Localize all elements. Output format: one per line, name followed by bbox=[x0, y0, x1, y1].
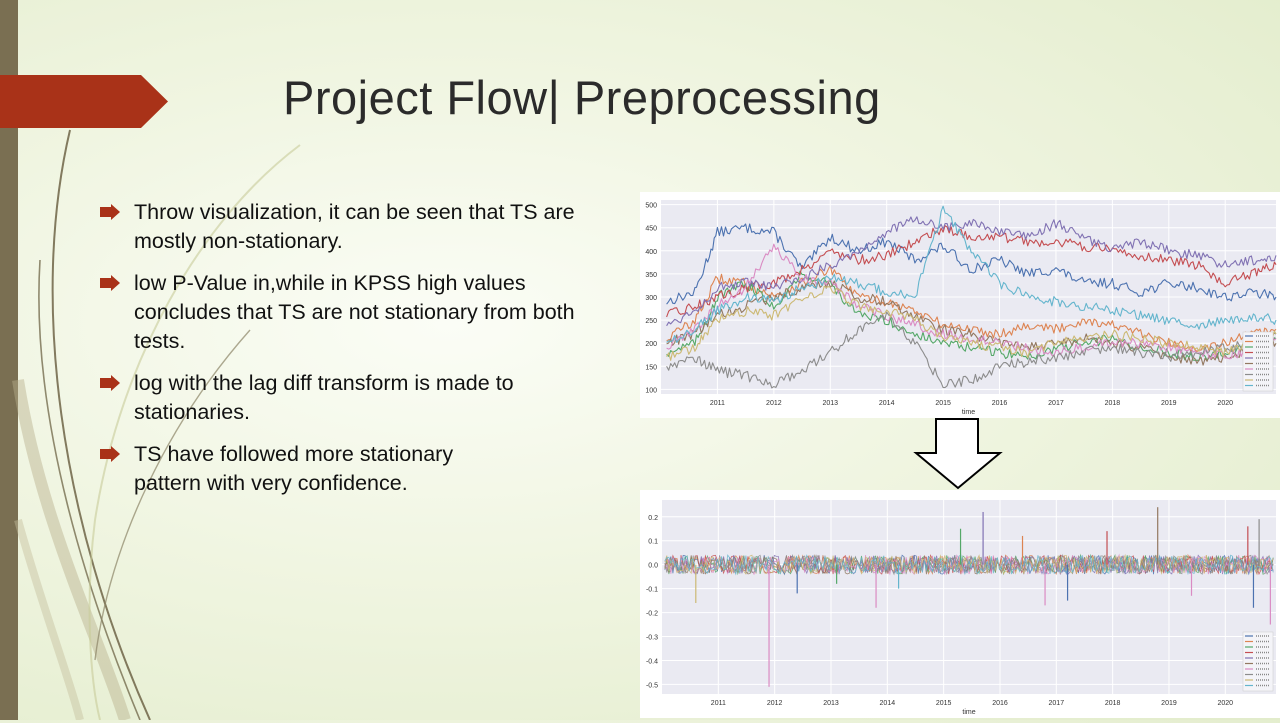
x-axis-label: time bbox=[962, 409, 975, 416]
differenced-timeseries-svg: 0.2 0.1 0.0 -0.1 -0.2 -0.3 -0.4 -0.5 2011 2012 201… bbox=[646, 500, 1276, 716]
y-tick-label: 300 bbox=[645, 295, 657, 302]
bullet-item: low P-Value in,while in KPSS high values… bbox=[100, 269, 635, 356]
bullet-line: Throw visualization, it can be seen that… bbox=[134, 200, 575, 224]
x-tick-label: 2015 bbox=[935, 400, 951, 407]
raw-timeseries-chart: 100 150 200 250 300 350 400 450 500 2011 2012 2013 2… bbox=[640, 192, 1280, 418]
left-side-bar bbox=[0, 0, 18, 720]
x-tick-label: 2018 bbox=[1105, 700, 1121, 707]
arrow-bullet-icon bbox=[100, 275, 120, 291]
x-tick-label: 2016 bbox=[992, 700, 1008, 707]
y-tick-label: 350 bbox=[645, 272, 657, 279]
x-tick-label: 2017 bbox=[1049, 700, 1065, 707]
series-line bbox=[666, 205, 1277, 343]
series-line bbox=[666, 223, 1277, 305]
x-tick-label: 2014 bbox=[880, 700, 896, 707]
series-line bbox=[666, 216, 1277, 327]
bullet-item: Throw visualization, it can be seen that… bbox=[100, 198, 635, 256]
bullet-line: tests. bbox=[134, 329, 186, 353]
series-line bbox=[664, 553, 1274, 576]
series-line bbox=[666, 285, 1277, 361]
y-tick-label: 400 bbox=[645, 249, 657, 256]
decorative-curves bbox=[12, 129, 301, 720]
bullet-line: log with the lag diff transform is made … bbox=[134, 371, 514, 395]
bullet-item: TS have followed more stationary pattern… bbox=[100, 440, 635, 498]
y-tick-label: -0.1 bbox=[646, 587, 658, 594]
y-tick-label: -0.2 bbox=[646, 611, 658, 618]
x-tick-label: 2011 bbox=[710, 400, 725, 407]
x-axis-label: time bbox=[962, 709, 975, 716]
raw-timeseries-svg: 100 150 200 250 300 350 400 450 500 2011 2012 2013 2… bbox=[645, 200, 1277, 416]
y-tick-label: -0.4 bbox=[646, 658, 658, 665]
x-tick-label: 2019 bbox=[1161, 400, 1177, 407]
plot-area bbox=[662, 500, 1276, 694]
series-line bbox=[666, 311, 1277, 389]
slide-title: Project Flow| Preprocessing bbox=[283, 71, 881, 124]
x-tick-label: 2020 bbox=[1218, 700, 1234, 707]
y-tick-label: -0.3 bbox=[646, 635, 658, 642]
x-tick-label: 2013 bbox=[823, 700, 839, 707]
x-tick-label: 2016 bbox=[992, 400, 1008, 407]
series-line bbox=[664, 553, 1274, 576]
y-tick-label: 100 bbox=[645, 387, 657, 394]
x-tick-label: 2020 bbox=[1217, 400, 1233, 407]
series-line bbox=[664, 554, 1274, 575]
x-tick-label: 2012 bbox=[767, 700, 783, 707]
bullet-line: pattern with very confidence. bbox=[134, 471, 408, 495]
series-line bbox=[666, 243, 1277, 360]
bullet-line: mostly non-stationary. bbox=[134, 229, 343, 253]
x-tick-label: 2015 bbox=[936, 700, 952, 707]
y-tick-label: -0.5 bbox=[646, 682, 658, 689]
y-tick-label: 200 bbox=[645, 341, 657, 348]
x-tick-label: 2013 bbox=[822, 400, 838, 407]
x-tick-label: 2019 bbox=[1161, 700, 1177, 707]
y-tick-label: 500 bbox=[645, 203, 657, 210]
y-tick-label: 0.1 bbox=[648, 539, 658, 546]
x-tick-label: 2017 bbox=[1048, 400, 1064, 407]
series-line bbox=[666, 270, 1277, 362]
series-line bbox=[664, 554, 1274, 576]
arrow-bullet-icon bbox=[100, 446, 120, 462]
bullet-line: concludes that TS are not stationary fro… bbox=[134, 300, 575, 324]
y-tick-label: 250 bbox=[645, 318, 657, 325]
x-tick-label: 2012 bbox=[766, 400, 782, 407]
bullet-list: Throw visualization, it can be seen that… bbox=[100, 198, 635, 511]
differenced-timeseries-chart: 0.2 0.1 0.0 -0.1 -0.2 -0.3 -0.4 -0.5 2011 2012 201… bbox=[640, 490, 1280, 718]
y-tick-label: 150 bbox=[645, 364, 657, 371]
bullet-line: stationaries. bbox=[134, 400, 250, 424]
arrow-bullet-icon bbox=[100, 204, 120, 220]
y-tick-label: 0.0 bbox=[648, 563, 658, 570]
x-tick-label: 2014 bbox=[879, 400, 895, 407]
down-arrow-icon bbox=[913, 418, 1003, 490]
x-tick-label: 2011 bbox=[711, 700, 726, 707]
bullet-item: log with the lag diff transform is made … bbox=[100, 369, 635, 427]
bullet-line: TS have followed more stationary bbox=[134, 442, 454, 466]
bullet-line: low P-Value in,while in KPSS high values bbox=[134, 271, 526, 295]
x-tick-label: 2018 bbox=[1105, 400, 1121, 407]
y-tick-label: 0.2 bbox=[648, 515, 658, 522]
arrow-bullet-icon bbox=[100, 375, 120, 391]
y-tick-label: 450 bbox=[645, 226, 657, 233]
title-accent-arrow bbox=[0, 75, 168, 128]
